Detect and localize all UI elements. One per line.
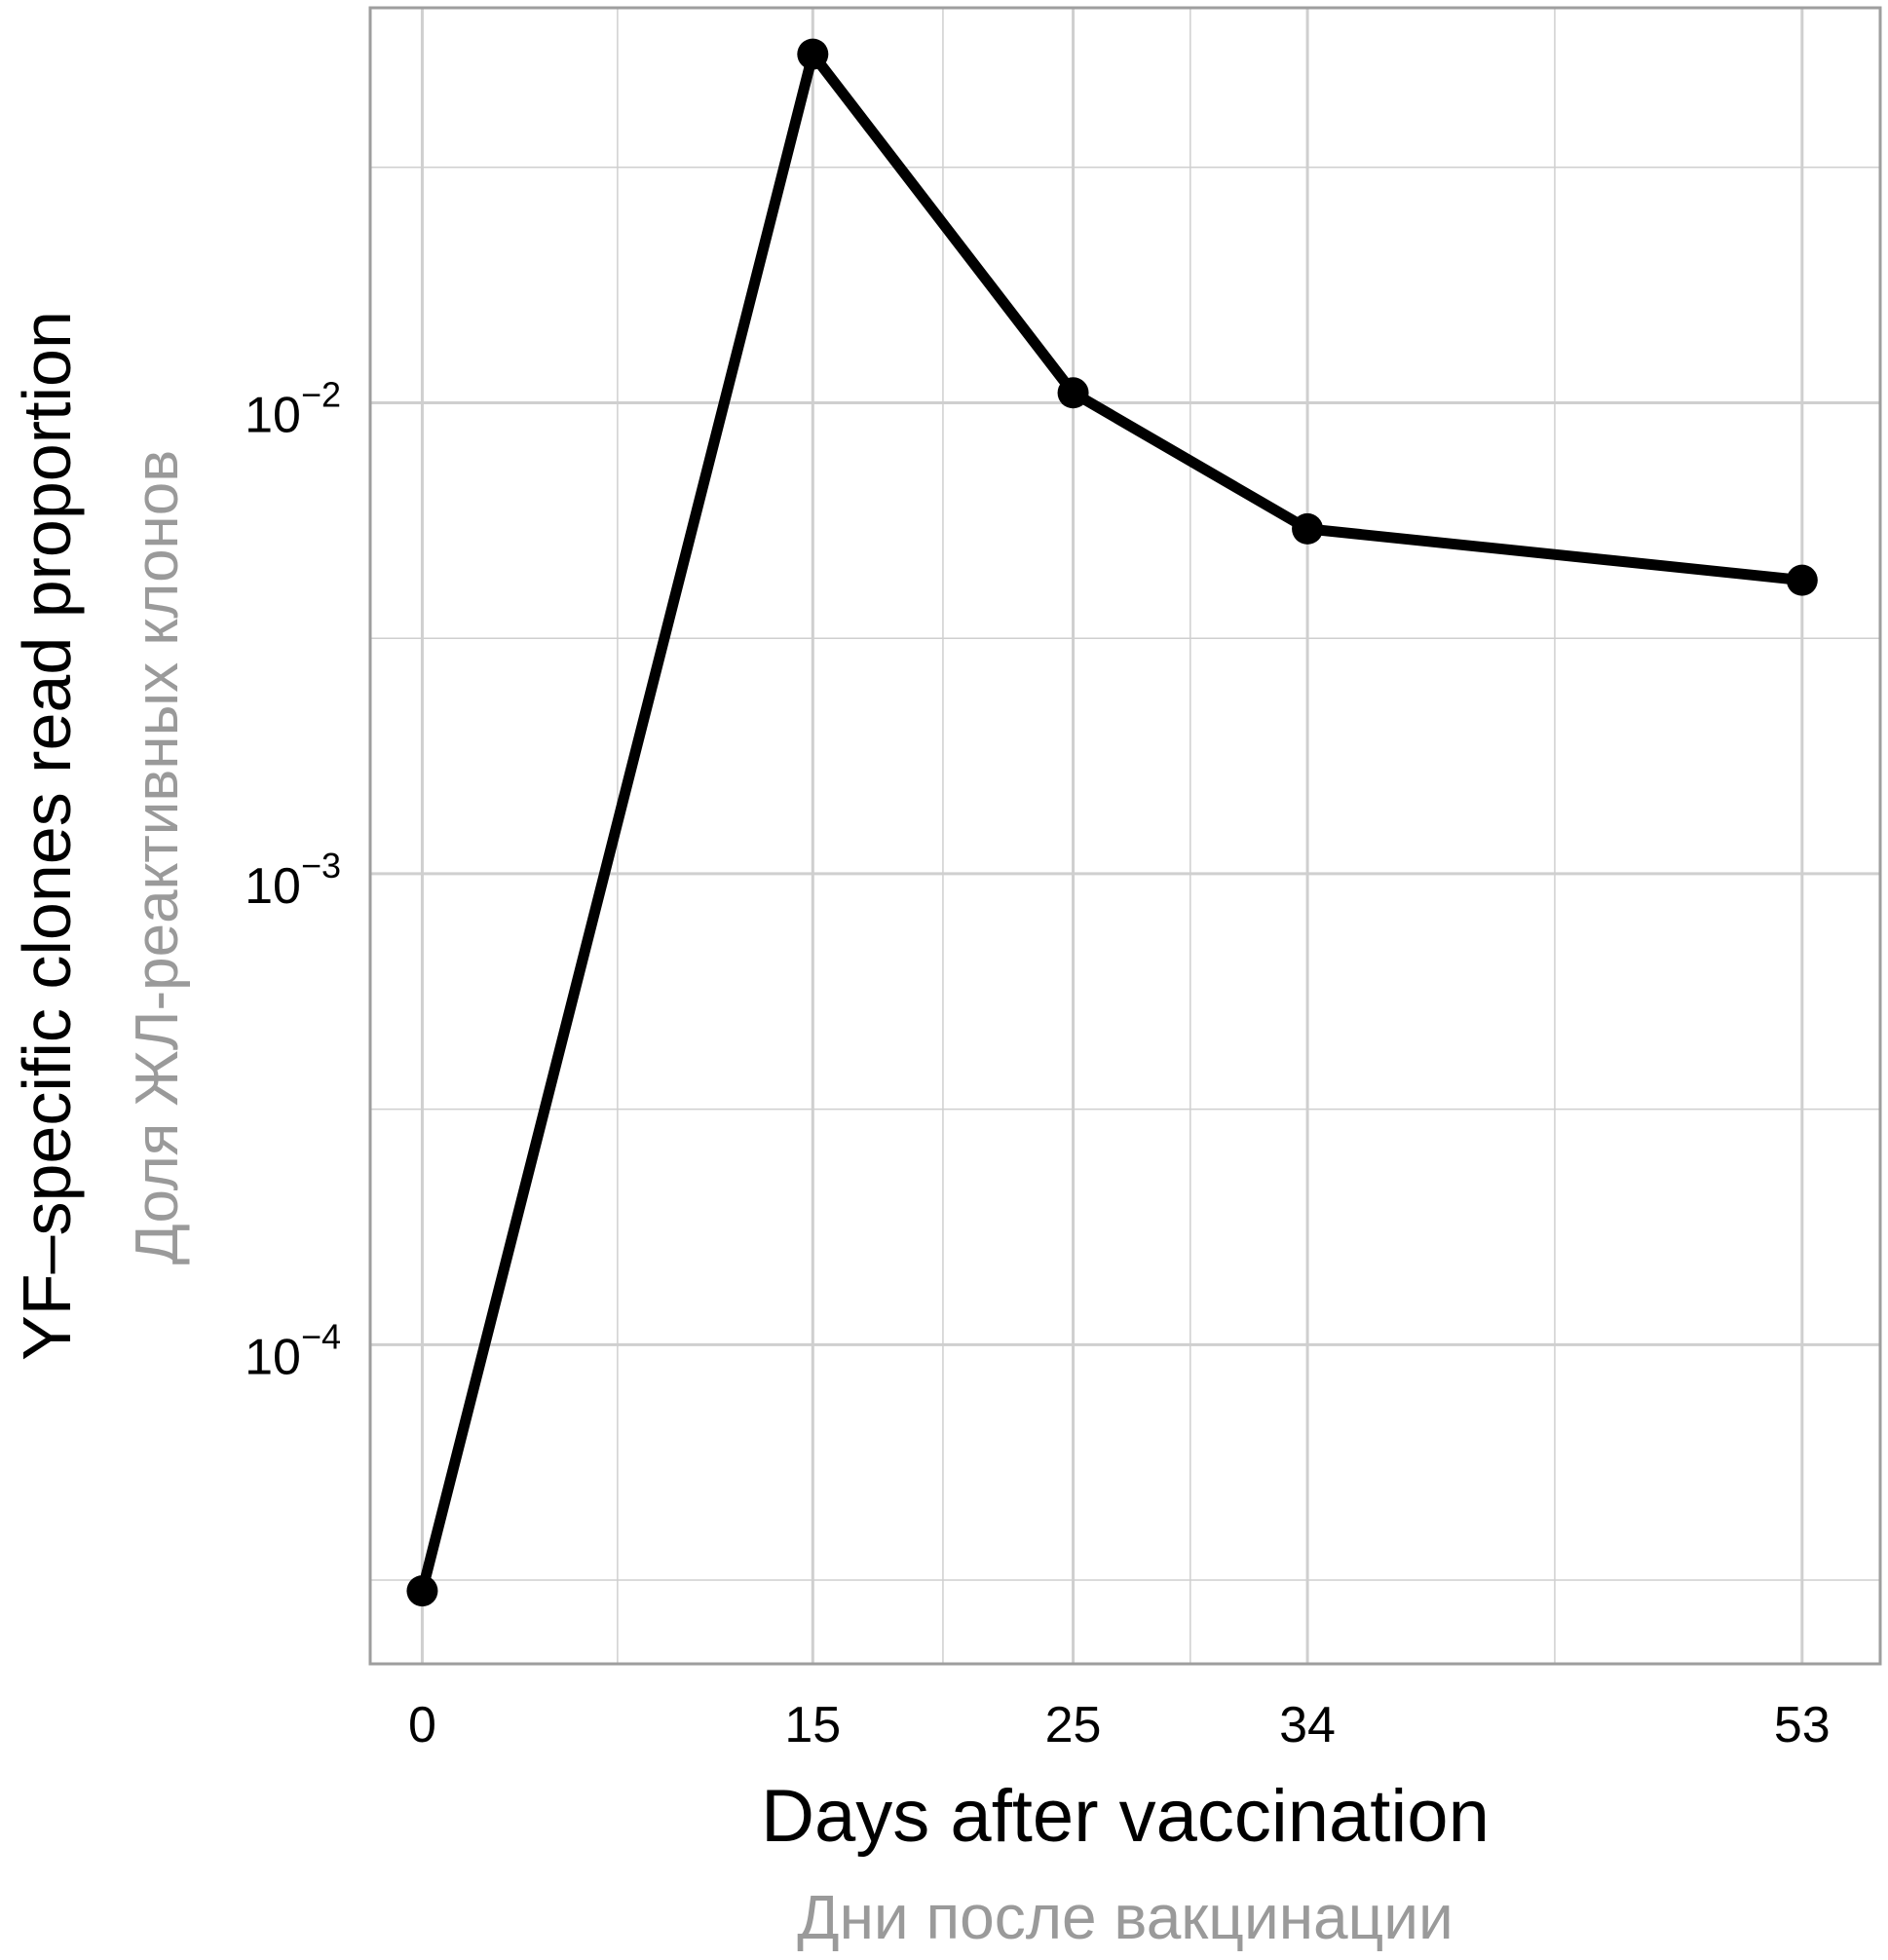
x-tick-labels: 0 15 25 34 53 bbox=[408, 1697, 1831, 1753]
y-tick-label: 10−2 bbox=[245, 375, 341, 444]
x-tick-label: 53 bbox=[1774, 1697, 1831, 1753]
y-tick-label: 10−3 bbox=[245, 846, 341, 915]
data-point bbox=[1786, 564, 1818, 596]
data-point bbox=[406, 1575, 438, 1607]
series-layer bbox=[406, 38, 1818, 1607]
x-tick-label: 34 bbox=[1279, 1697, 1336, 1753]
x-tick-label: 0 bbox=[408, 1697, 436, 1753]
x-tick-label: 25 bbox=[1045, 1697, 1102, 1753]
data-point bbox=[1292, 512, 1324, 545]
x-axis-label: Days after vaccination bbox=[761, 1775, 1490, 1858]
x-tick-label: 15 bbox=[784, 1697, 841, 1753]
data-point bbox=[1057, 377, 1089, 409]
data-point bbox=[797, 38, 829, 70]
plot-panel-border bbox=[368, 6, 1882, 1666]
series-line bbox=[416, 49, 1808, 1597]
y-tick-label: 10−4 bbox=[245, 1316, 341, 1385]
y-tick-labels: 10−4 10−3 10−2 bbox=[245, 375, 341, 1386]
y-axis-label-russian: Доля ЖЛ-реактивных клонов bbox=[124, 450, 191, 1264]
x-axis-label-russian: Дни после вакцинации bbox=[797, 1882, 1454, 1952]
y-axis-label: YF–specific clones read proportion bbox=[9, 311, 85, 1361]
grid-lines bbox=[370, 8, 1880, 1664]
